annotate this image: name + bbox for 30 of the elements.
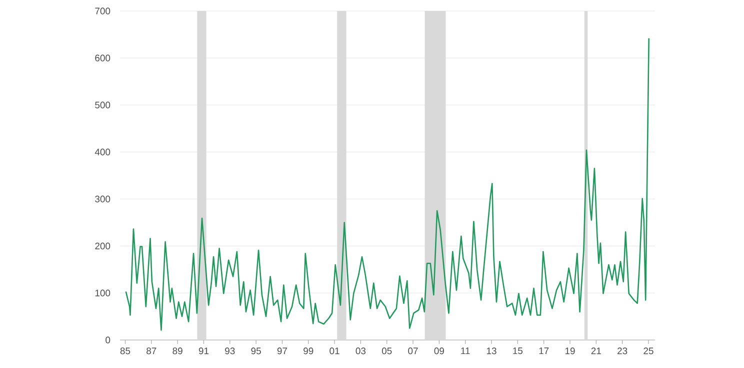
- x-tick-label: 99: [304, 348, 314, 354]
- x-tick-label: 93: [225, 348, 235, 354]
- y-tick-label: 400: [94, 148, 110, 156]
- y-tick-label: 500: [95, 102, 110, 108]
- x-tick-label: 91: [198, 348, 209, 354]
- x-tick-label: 15: [513, 348, 523, 354]
- y-tick-label: 100: [95, 290, 110, 296]
- x-tick-label: 19: [565, 348, 575, 354]
- x-tick-label: 01: [330, 348, 340, 354]
- y-tick-label: 700: [95, 8, 110, 14]
- x-tick-label: 13: [486, 348, 496, 354]
- line-series: [125, 38, 650, 331]
- x-tick-label: 87: [146, 348, 156, 354]
- x-tick-label: 17: [539, 348, 549, 354]
- x-tick-label: 25: [644, 348, 654, 354]
- x-tick-label: 95: [251, 348, 261, 354]
- x-tick-label: 03: [356, 348, 366, 354]
- x-tick-label: 23: [618, 348, 628, 354]
- y-tick-label: 200: [95, 242, 110, 250]
- y-tick-label: 0: [106, 336, 110, 344]
- x-tick-label: 07: [408, 348, 418, 354]
- x-tick-label: 85: [120, 348, 130, 354]
- x-tick-label: 89: [172, 348, 182, 354]
- x-tick-label: 09: [434, 348, 444, 354]
- x-tick-label: 21: [591, 348, 601, 354]
- x-tick-label: 11: [461, 348, 470, 354]
- y-tick-label: 300: [95, 196, 110, 202]
- x-tick-label: 05: [382, 348, 392, 354]
- x-tick-label: 97: [277, 348, 288, 354]
- y-tick-label: 600: [95, 54, 110, 62]
